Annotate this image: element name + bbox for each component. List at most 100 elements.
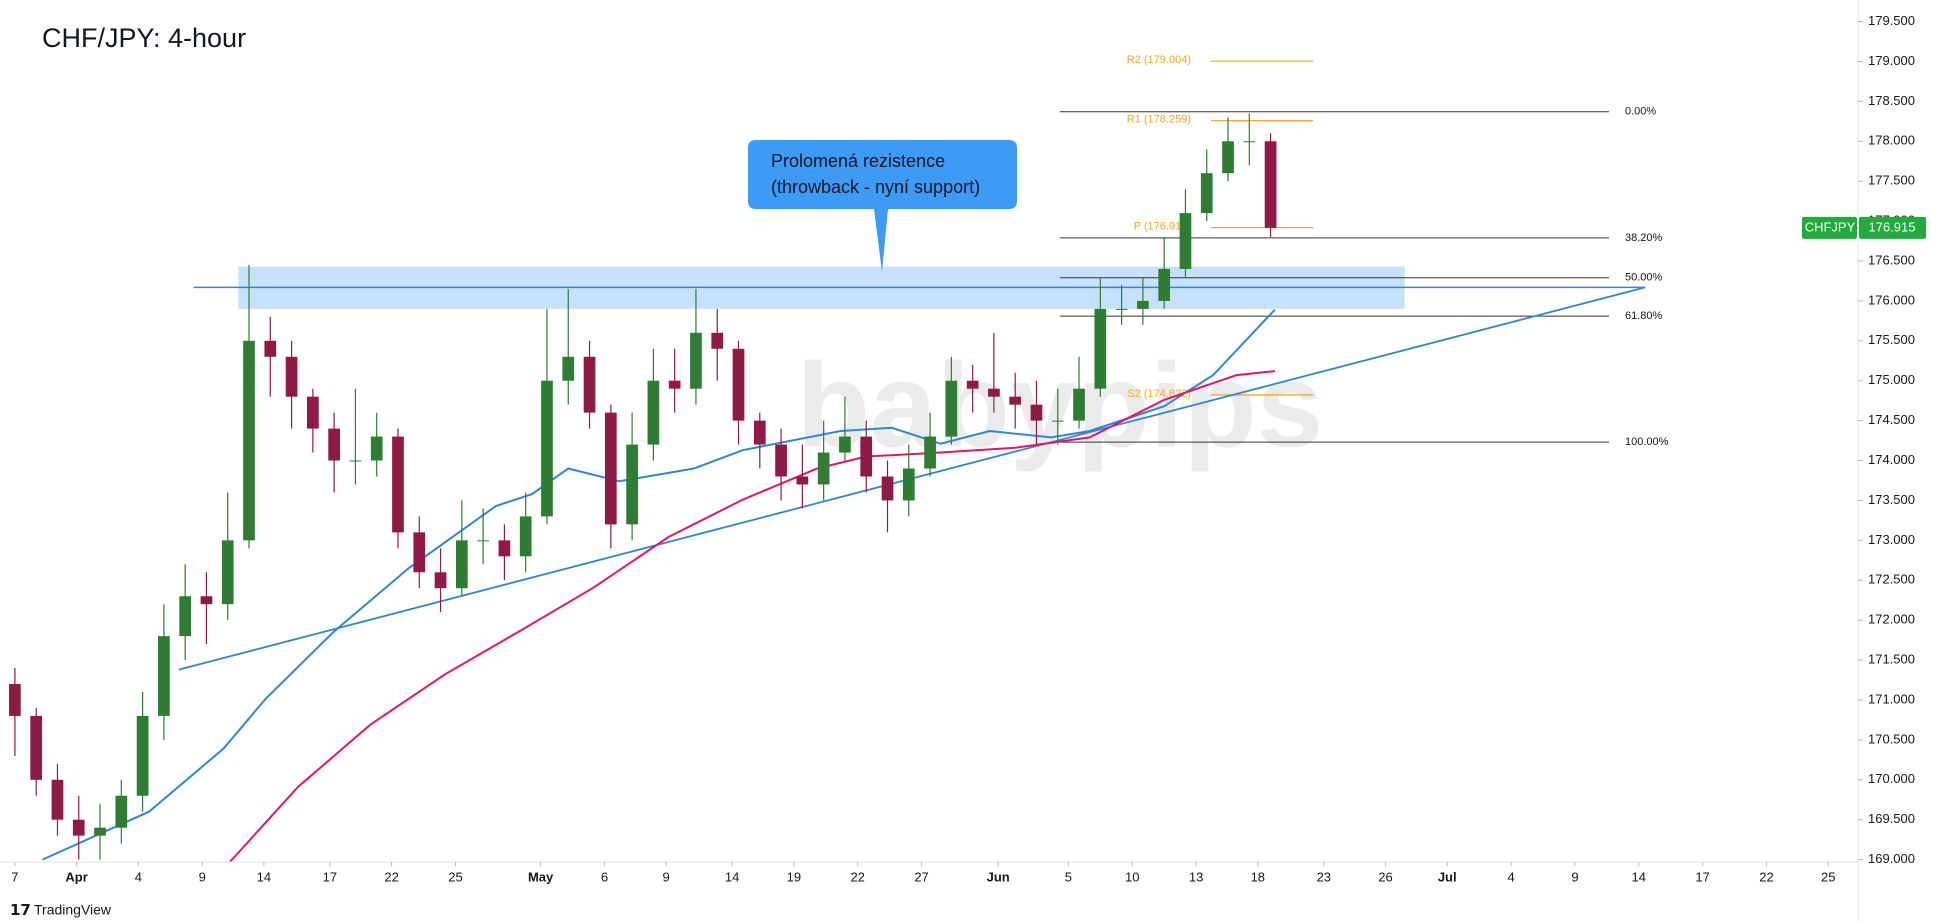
fib-label: 100.00% (1625, 436, 1669, 448)
x-tick-label: 14 (1632, 869, 1646, 884)
x-tick-label: 18 (1251, 869, 1265, 884)
candle-body (72, 819, 85, 836)
candle-body (817, 452, 830, 485)
candle-body (413, 532, 426, 573)
candle-body (30, 715, 43, 780)
candle-body (51, 779, 64, 820)
x-tick-label: 25 (448, 869, 462, 884)
candle-body (753, 420, 766, 445)
candle-body (988, 388, 1000, 397)
y-tick-label: 175.500 (1868, 332, 1915, 347)
x-tick-label: 9 (199, 869, 206, 884)
price-tag (1859, 216, 1926, 239)
x-tick-label: 22 (850, 869, 864, 884)
x-tick-label: 27 (914, 869, 928, 884)
pivot-label: R1 (178.259) (1127, 114, 1191, 126)
x-tick-label: 7 (11, 869, 18, 884)
x-tick-label: May (528, 869, 554, 884)
y-tick-label: 173.000 (1868, 532, 1915, 547)
candle-body (541, 380, 553, 517)
x-tick-label: 23 (1317, 869, 1331, 884)
candle-body (179, 596, 192, 637)
candle-body (9, 684, 21, 716)
candle-body (1115, 308, 1128, 310)
y-tick-label: 171.500 (1868, 652, 1915, 667)
x-tick-label: 17 (1695, 869, 1709, 884)
candle-body (583, 356, 596, 413)
y-tick-label: 170.500 (1868, 731, 1915, 746)
candle-body (1073, 388, 1085, 421)
candle-body (285, 356, 298, 397)
x-tick-label: 22 (384, 869, 398, 884)
callout-text: (throwback - nyní support) (771, 177, 980, 197)
candle-body (647, 380, 660, 445)
fib-label: 38.20% (1625, 232, 1663, 244)
y-tick-label: 172.000 (1868, 612, 1915, 627)
moving-average (229, 370, 1275, 863)
candle-body (1264, 141, 1277, 228)
x-tick-label: 25 (1821, 869, 1835, 884)
candle-body (1222, 141, 1234, 174)
candle-body (94, 827, 106, 836)
callout-box (748, 140, 1017, 272)
y-tick-label: 178.000 (1868, 133, 1915, 148)
candle-body (221, 540, 234, 605)
candle-body (434, 572, 447, 589)
symbol-tag (1802, 216, 1857, 239)
moving-average (42, 308, 1276, 861)
x-tick-label: Jul (1438, 869, 1457, 884)
candle-body (732, 348, 745, 421)
candle-body (604, 412, 617, 525)
candle-body (860, 436, 873, 477)
x-tick-label: 5 (1065, 869, 1072, 884)
candle-body (1030, 404, 1043, 421)
y-tick-label: 176.000 (1868, 292, 1915, 307)
y-tick-label: 179.500 (1868, 13, 1915, 28)
y-tick-label: 172.500 (1868, 572, 1915, 587)
candle-body (1051, 420, 1064, 422)
x-tick-label: 14 (725, 869, 739, 884)
candle-body (1200, 173, 1213, 214)
x-tick-label: Apr (65, 869, 87, 884)
annotation: Prolomená rezistence (throwback - nyní s… (748, 140, 1017, 272)
price-tag-label: 176.915 (1869, 219, 1916, 234)
candle-body (1179, 213, 1192, 269)
x-tick-label: 4 (135, 869, 142, 884)
fib-label: 61.80% (1625, 310, 1663, 322)
candle-body (328, 428, 340, 461)
candle-body (158, 636, 170, 716)
candle-body (839, 436, 851, 453)
candle-body (881, 476, 894, 501)
y-tick-label: 171.000 (1868, 691, 1915, 706)
y-tick-label: 175.000 (1868, 372, 1915, 387)
candle-body (711, 332, 724, 349)
candle-body (1009, 396, 1022, 405)
candle-body (115, 795, 128, 828)
candle-body (1158, 268, 1171, 301)
candle-body (668, 380, 681, 389)
candle-body (796, 476, 809, 485)
pivot-label: R2 (179.004) (1127, 54, 1191, 66)
candle-body (477, 540, 489, 542)
candle-body (200, 596, 213, 605)
pivot-label: P (176.918) (1134, 221, 1191, 233)
candle-body (902, 468, 915, 501)
y-tick-label: 174.000 (1868, 452, 1915, 467)
plot-area: R2 (179.004)R1 (178.259)P (176.918)S2 (1… (9, 54, 1669, 863)
candle-body (455, 540, 468, 589)
candle-body (349, 460, 362, 462)
x-tick-label: 26 (1378, 869, 1392, 884)
candle-body (136, 715, 149, 796)
candle-body (1137, 300, 1149, 309)
candle-body (775, 444, 787, 477)
candle-body (243, 340, 255, 541)
x-tick-label: 9 (1571, 869, 1578, 884)
candle-body (264, 340, 277, 357)
candle-body (307, 396, 319, 429)
candle-body (392, 436, 404, 533)
candle-body (966, 380, 979, 389)
y-tick-label: 176.500 (1868, 252, 1915, 267)
x-tick-label: Jun (987, 869, 1010, 884)
branding: 𝟭𝟳 TradingView (10, 902, 112, 919)
